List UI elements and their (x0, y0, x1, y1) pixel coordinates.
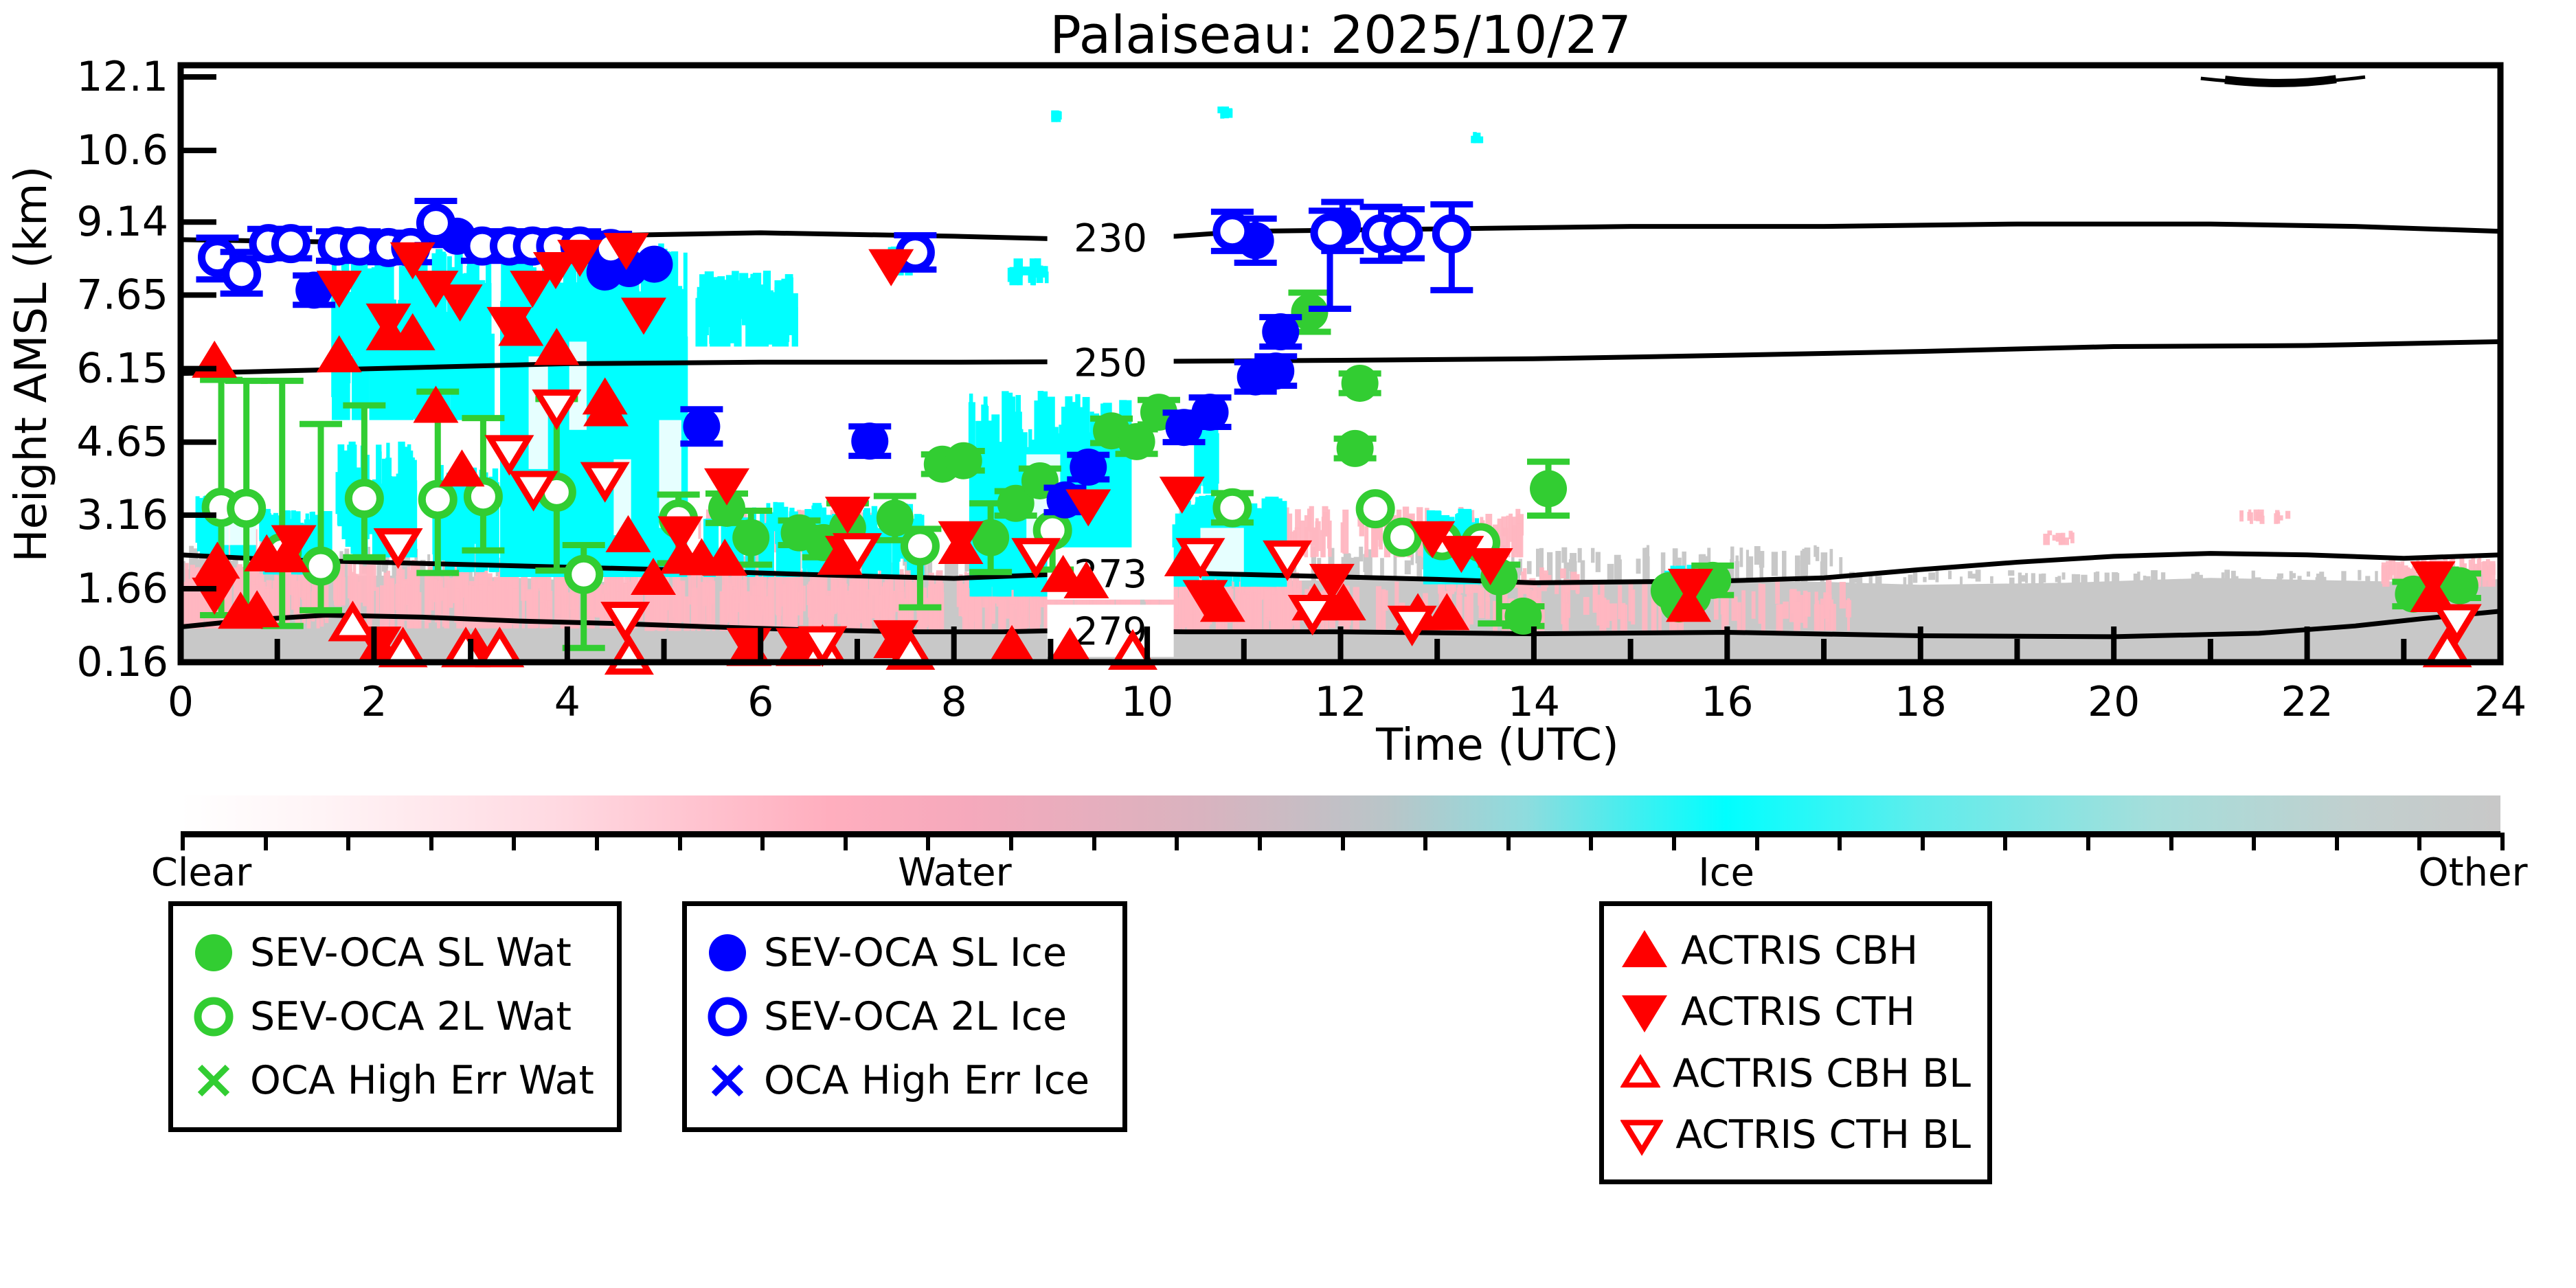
legend-item-label: ACTRIS CTH BL (1675, 1112, 1971, 1158)
contour-label-230: 230 (1074, 216, 1147, 261)
scatter-series (192, 198, 2482, 675)
x-tick-label-0: 0 (168, 678, 194, 726)
colorbar-tick (1423, 833, 1428, 850)
legend-box-water: SEV-OCA SL Wat SEV-OCA 2L Wat OCA High Err… (168, 901, 622, 1132)
contour-label-250: 250 (1074, 341, 1147, 385)
legend-item-label: SEV-OCA SL Wat (250, 930, 572, 975)
axes-frame: 0 2 4 6 8 10 12 14 16 18 20 22 2412.110.69.147.656.1… (76, 53, 2527, 726)
legend-item-label: OCA High Err Wat (250, 1058, 594, 1103)
x-icon (197, 1064, 230, 1097)
colorbar-tick (1589, 833, 1594, 850)
y-tick-label-10.6: 10.6 (76, 126, 168, 174)
x-tick-label-18: 18 (1895, 678, 1947, 726)
colorbar-tick (1754, 833, 1759, 850)
colorbar-tick (1175, 833, 1179, 850)
tri-down-icon (1622, 995, 1667, 1033)
colorbar-label-clear: Clear (150, 850, 252, 895)
circle-open-icon (708, 997, 747, 1037)
colorbar-tick (595, 833, 600, 850)
tri-up-open-icon (1620, 1054, 1660, 1088)
legend-item-actris-cbh: ACTRIS CBH (1620, 927, 1971, 975)
x-tick-label-22: 22 (2281, 678, 2333, 726)
colorbar-label-water: Water (898, 850, 1012, 895)
colorbar-tick (1920, 833, 1925, 850)
legend-item-actris-cth-bl: ACTRIS CTH BL (1620, 1111, 1971, 1159)
legend-item-label: SEV-OCA SL Ice (764, 930, 1067, 975)
legend-box-ice: SEV-OCA SL Ice SEV-OCA 2L Ice OCA High Err… (682, 901, 1127, 1132)
colorbar-tick (181, 833, 185, 850)
x-tick-label-20: 20 (2088, 678, 2140, 726)
page-title: Palaiseau: 2025/10/27 (1050, 4, 1631, 65)
legend-item-label: ACTRIS CBH BL (1672, 1050, 1971, 1096)
y-tick-label-7.65: 7.65 (76, 271, 168, 319)
legend-item-oca-high-err-ice: OCA High Err Ice (703, 1057, 1106, 1105)
colorbar-tick (1671, 833, 1676, 850)
legend-item-label: ACTRIS CBH (1681, 927, 1919, 973)
colorbar-tick (2169, 833, 2173, 850)
legend-item-sev-oca-sl-wat: SEV-OCA SL Wat (190, 929, 600, 977)
legend-item-sev-oca-2l-ice: SEV-OCA 2L Ice (703, 993, 1106, 1041)
colorbar-label-ice: Ice (1698, 850, 1754, 895)
y-tick-label-9.14: 9.14 (76, 198, 168, 246)
circle-icon (195, 934, 232, 971)
colorbar-tick (429, 833, 433, 850)
legend-item-sev-oca-sl-ice: SEV-OCA SL Ice (703, 929, 1106, 977)
legend-box-actris: ACTRIS CBH ACTRIS CTH ACTRIS CBH BL ACTRIS … (1599, 901, 1992, 1184)
y-tick-label-0.16: 0.16 (76, 638, 168, 686)
y-tick-label-4.65: 4.65 (76, 418, 168, 466)
colorbar-tick (843, 833, 848, 850)
x-tick-label-14: 14 (1508, 678, 1560, 726)
colorbar-tick (512, 833, 517, 850)
colorbar-tick (677, 833, 682, 850)
colorbar-label-other: Other (2418, 850, 2528, 895)
y-tick-label-12.1: 12.1 (76, 53, 168, 101)
colorbar-tick (2417, 833, 2422, 850)
circle-icon (709, 934, 746, 971)
colorbar-tick (2252, 833, 2257, 850)
x-tick-label-12: 12 (1314, 678, 1366, 726)
colorbar-tick (2500, 833, 2505, 850)
tri-down-open-icon (1620, 1120, 1664, 1157)
colorbar-tick (1009, 833, 1014, 850)
colorbar-tick (2086, 833, 2090, 850)
legend-item-actris-cth: ACTRIS CTH (1620, 988, 1971, 1036)
legend-item-label: SEV-OCA 2L Wat (250, 994, 572, 1039)
legend-item-actris-cbh-bl: ACTRIS CBH BL (1620, 1050, 1971, 1098)
actris-cth-series (192, 233, 2456, 666)
legend-item-oca-high-err-wat: OCA High Err Wat (190, 1057, 600, 1105)
x-tick-label-8: 8 (941, 678, 967, 726)
x-tick-label-6: 6 (747, 678, 773, 726)
phase-colorbar (181, 795, 2500, 837)
actris-cth-bl-series (373, 389, 2482, 667)
y-tick-label-3.16: 3.16 (76, 491, 168, 539)
tri-up-icon (1622, 929, 1667, 967)
colorbar-tick (346, 833, 351, 850)
x-axis-label: Time (UTC) (1376, 720, 1619, 771)
colorbar-tick (2334, 833, 2339, 850)
colorbar-tick (1257, 833, 1262, 850)
legend-item-label: SEV-OCA 2L Ice (764, 994, 1067, 1039)
colorbar-tick (760, 833, 765, 850)
colorbar-tick (263, 833, 268, 850)
x-tick-label-2: 2 (361, 678, 387, 726)
colorbar-tick (2003, 833, 2008, 850)
x-icon (711, 1064, 744, 1097)
legend-item-sev-oca-2l-wat: SEV-OCA 2L Wat (190, 993, 600, 1041)
colorbar-tick (1506, 833, 1511, 850)
y-tick-label-1.66: 1.66 (76, 565, 168, 613)
x-tick-label-24: 24 (2474, 678, 2527, 726)
colorbar-tick (926, 833, 931, 850)
x-tick-label-16: 16 (1701, 678, 1753, 726)
colorbar-tick (1340, 833, 1345, 850)
x-tick-label-10: 10 (1121, 678, 1173, 726)
legend-item-label: ACTRIS CTH (1681, 989, 1915, 1035)
colorbar-tick (1092, 833, 1096, 850)
colorbar-tick (1838, 833, 1842, 850)
x-tick-label-4: 4 (554, 678, 580, 726)
y-tick-label-6.15: 6.15 (76, 345, 168, 393)
legend-item-label: OCA High Err Ice (764, 1058, 1090, 1103)
circle-open-icon (194, 997, 234, 1037)
